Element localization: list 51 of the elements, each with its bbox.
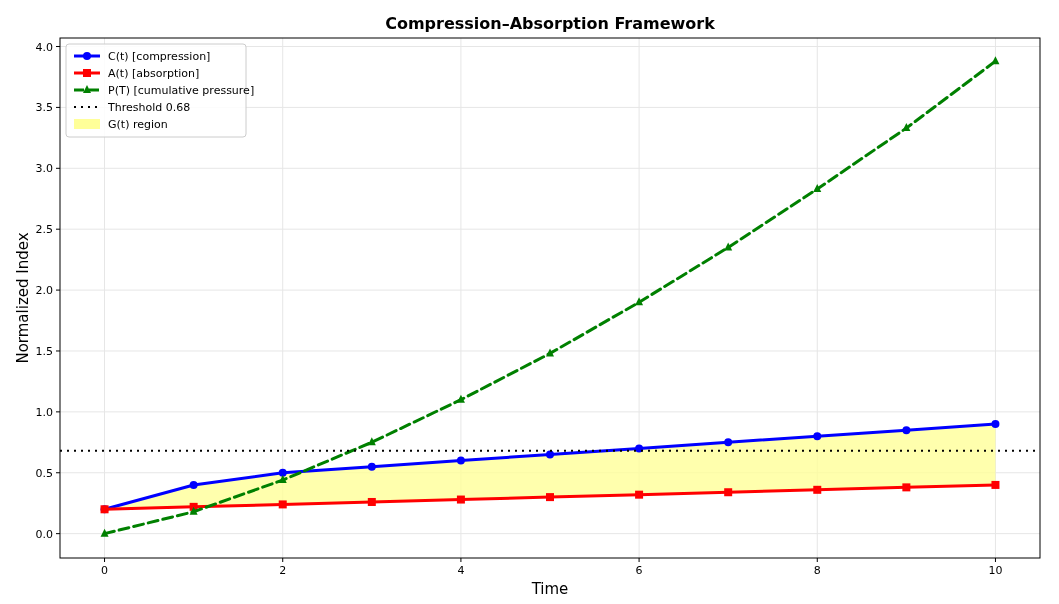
point [902,123,911,132]
point [278,468,287,477]
point [456,394,465,403]
legend-label: P(T) [cumulative pressure] [108,84,255,97]
x-tick-label: 10 [988,564,1003,577]
point [278,500,287,509]
legend-label: A(t) [absorption] [108,67,200,80]
point [724,438,733,447]
point [546,348,554,357]
point [546,493,554,502]
y-tick-label: 3.0 [35,162,53,176]
legend-label: C(t) [compression] [108,50,211,63]
point [278,475,287,484]
point [813,485,822,494]
legend-label: G(t) region [108,118,168,131]
point [456,456,465,465]
point [367,497,376,506]
point [635,297,644,306]
point [367,462,376,471]
legend-label: Threshold 0.68 [107,101,191,114]
chart-title: Compression–Absorption Framework [385,14,716,33]
point [902,483,911,492]
x-tick-label: 4 [457,564,465,577]
point [635,444,644,453]
y-tick-label: 0.0 [35,527,53,541]
x-tick-label: 0 [101,564,109,577]
y-tick-label: 0.5 [35,466,53,480]
point [635,490,644,499]
point [456,495,465,504]
y-tick-label: 1.0 [35,405,53,419]
point [189,480,198,489]
point [991,420,1000,429]
point [813,432,822,441]
point [546,450,554,459]
point [991,56,1000,65]
point [189,506,198,515]
point [100,528,109,537]
point [991,480,1000,489]
y-tick-label: 2.5 [35,223,53,237]
x-tick-label: 8 [813,564,821,577]
y-tick-label: 4.0 [35,40,53,54]
y-tick-label: 3.5 [35,101,53,115]
x-tick-label: 6 [635,564,643,577]
point [902,426,911,435]
x-tick-label: 2 [279,564,287,577]
point [813,184,822,193]
y-axis-title: Normalized Index [14,232,32,364]
y-tick-label: 1.5 [35,344,53,358]
x-axis-title: Time [530,580,569,598]
y-tick-label: 2.0 [35,284,53,298]
point [724,488,733,497]
